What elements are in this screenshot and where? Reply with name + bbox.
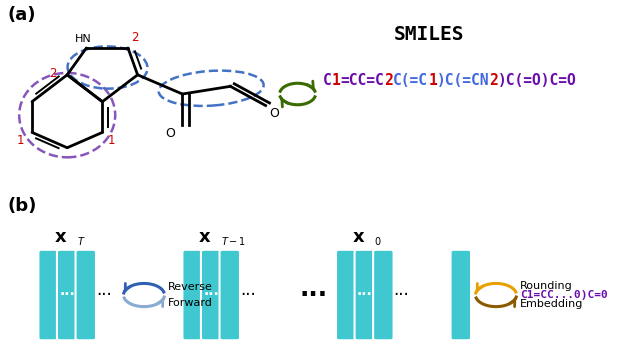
Text: C1=CC...0)C=0: C1=CC...0)C=0 (520, 290, 608, 300)
Text: O: O (269, 107, 279, 120)
Text: Reverse: Reverse (168, 282, 213, 292)
Text: $_{T}$: $_{T}$ (77, 234, 86, 248)
Text: $\mathbf{x}$: $\mathbf{x}$ (198, 228, 211, 246)
FancyBboxPatch shape (38, 250, 59, 340)
Text: )C(=O)C=O: )C(=O)C=O (498, 73, 577, 88)
Text: 2: 2 (131, 31, 139, 44)
FancyBboxPatch shape (76, 250, 96, 340)
Text: ···: ··· (357, 288, 372, 302)
FancyBboxPatch shape (355, 250, 375, 340)
Text: Forward: Forward (168, 298, 213, 308)
Text: 2: 2 (385, 73, 393, 88)
Text: $_{T-1}$: $_{T-1}$ (221, 234, 246, 248)
Text: Rounding: Rounding (520, 281, 573, 291)
Text: O: O (165, 127, 175, 140)
Text: C(=C: C(=C (393, 73, 428, 88)
Text: 1: 1 (428, 73, 437, 88)
Text: (a): (a) (8, 6, 36, 24)
FancyBboxPatch shape (182, 250, 203, 340)
FancyBboxPatch shape (220, 250, 240, 340)
Text: ···: ··· (96, 286, 112, 304)
Text: Embedding: Embedding (520, 299, 584, 310)
Text: ···: ··· (394, 286, 410, 304)
Text: 1: 1 (17, 134, 24, 147)
Text: $\mathbf{x}$: $\mathbf{x}$ (54, 228, 67, 246)
Text: ···: ··· (60, 288, 75, 302)
Text: SMILES: SMILES (394, 25, 464, 44)
Text: 1: 1 (332, 73, 340, 88)
Text: $\mathbf{x}$: $\mathbf{x}$ (352, 228, 365, 246)
Text: 1: 1 (108, 134, 115, 147)
Text: 2: 2 (49, 67, 57, 80)
Text: $_{0}$: $_{0}$ (374, 234, 382, 248)
Text: C: C (323, 73, 332, 88)
Text: ···: ··· (300, 283, 328, 307)
FancyBboxPatch shape (451, 250, 471, 340)
Text: ···: ··· (240, 286, 256, 304)
Text: ···: ··· (204, 288, 219, 302)
FancyBboxPatch shape (373, 250, 394, 340)
Text: 2: 2 (490, 73, 498, 88)
FancyBboxPatch shape (336, 250, 356, 340)
Text: =CC=C: =CC=C (340, 73, 385, 88)
Text: HN: HN (75, 34, 92, 44)
FancyBboxPatch shape (201, 250, 221, 340)
Text: (b): (b) (8, 197, 37, 215)
FancyBboxPatch shape (57, 250, 77, 340)
Text: )C(=CN: )C(=CN (437, 73, 490, 88)
